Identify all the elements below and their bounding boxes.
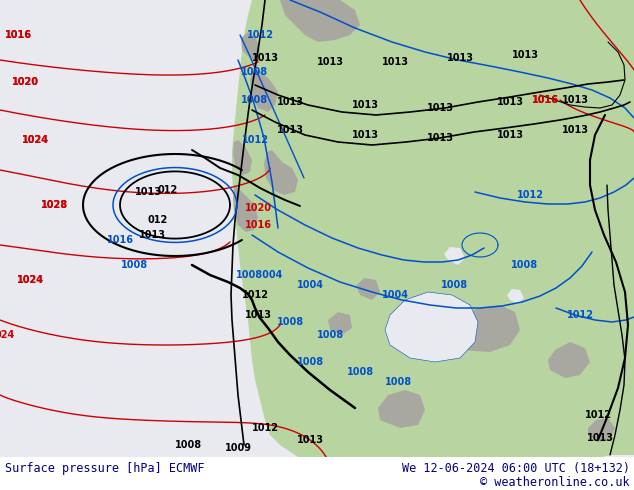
Text: 012: 012 (148, 215, 168, 225)
Polygon shape (385, 292, 478, 362)
Text: © weatheronline.co.uk: © weatheronline.co.uk (481, 475, 630, 489)
Text: 1008: 1008 (242, 95, 269, 105)
Text: 1016: 1016 (4, 30, 32, 40)
Polygon shape (233, 185, 258, 232)
Text: 1012: 1012 (517, 190, 543, 200)
Text: 1008: 1008 (384, 377, 411, 387)
Text: 1009: 1009 (224, 443, 252, 453)
Polygon shape (440, 305, 520, 352)
Text: 1013: 1013 (316, 57, 344, 67)
Text: 1013: 1013 (496, 97, 524, 107)
Text: 1013: 1013 (446, 53, 474, 63)
Text: 1013: 1013 (138, 230, 165, 240)
Text: 1008: 1008 (297, 357, 323, 367)
Text: 1020: 1020 (321, 467, 349, 477)
Text: 1012: 1012 (567, 310, 593, 320)
Text: 1024: 1024 (22, 135, 48, 145)
Text: 1020: 1020 (245, 203, 271, 213)
Polygon shape (406, 296, 430, 320)
Polygon shape (280, 0, 360, 42)
Text: 1013: 1013 (512, 50, 538, 60)
Text: 1008: 1008 (276, 317, 304, 327)
Polygon shape (444, 247, 465, 265)
Text: 1008: 1008 (346, 367, 373, 377)
Text: 1012: 1012 (585, 410, 612, 420)
Text: 1012: 1012 (252, 423, 278, 433)
Text: We 12-06-2024 06:00 UTC (18+132): We 12-06-2024 06:00 UTC (18+132) (402, 462, 630, 474)
Text: 1012: 1012 (242, 290, 269, 300)
Text: 1013: 1013 (562, 125, 588, 135)
Text: 1012: 1012 (242, 135, 269, 145)
Text: 1013: 1013 (276, 97, 304, 107)
Text: 1008: 1008 (512, 260, 538, 270)
Text: 1016: 1016 (531, 95, 559, 105)
Text: 1028: 1028 (41, 200, 68, 210)
Text: 1024: 1024 (16, 275, 44, 285)
Text: 1013: 1013 (276, 125, 304, 135)
Polygon shape (250, 68, 278, 112)
Polygon shape (507, 289, 524, 304)
Text: 1024: 1024 (16, 275, 44, 285)
Polygon shape (356, 278, 380, 300)
Text: 1016: 1016 (107, 235, 134, 245)
Polygon shape (548, 342, 590, 378)
Text: 1013: 1013 (252, 53, 278, 63)
Polygon shape (328, 312, 352, 335)
Text: 1016: 1016 (245, 220, 271, 230)
Text: 1016: 1016 (531, 95, 559, 105)
Text: 1004: 1004 (382, 290, 408, 300)
Text: 1013: 1013 (351, 100, 378, 110)
Text: 1012: 1012 (247, 30, 273, 40)
Text: 1013: 1013 (297, 435, 323, 445)
Polygon shape (378, 390, 425, 428)
Text: 1020: 1020 (11, 77, 39, 87)
Text: 1020: 1020 (11, 77, 39, 87)
Text: 1013: 1013 (427, 103, 453, 113)
Polygon shape (241, 32, 260, 62)
Text: 1028: 1028 (41, 200, 68, 210)
Text: 1008004: 1008004 (236, 270, 283, 280)
Text: 1013: 1013 (496, 130, 524, 140)
Text: 024: 024 (0, 330, 15, 340)
Text: Surface pressure [hPa] ECMWF: Surface pressure [hPa] ECMWF (5, 462, 205, 474)
Text: 1020: 1020 (321, 467, 349, 477)
Polygon shape (233, 140, 252, 175)
Polygon shape (264, 150, 298, 195)
Text: 1004: 1004 (297, 280, 323, 290)
Text: 1013: 1013 (382, 57, 408, 67)
Text: 1008: 1008 (174, 440, 202, 450)
Text: 1008: 1008 (316, 330, 344, 340)
Text: 1008: 1008 (242, 67, 269, 77)
Text: 1013: 1013 (134, 187, 162, 197)
Bar (0, 457, 634, 490)
Polygon shape (588, 418, 615, 442)
Text: 012: 012 (158, 185, 178, 195)
Text: 1008: 1008 (441, 280, 469, 290)
Polygon shape (232, 0, 634, 475)
Text: 1013: 1013 (562, 95, 588, 105)
Text: 1024: 1024 (22, 135, 48, 145)
Text: 1013: 1013 (245, 310, 271, 320)
Text: 1008: 1008 (122, 260, 148, 270)
Text: 1013: 1013 (427, 133, 453, 143)
Text: 1016: 1016 (4, 30, 32, 40)
Text: 1013: 1013 (351, 130, 378, 140)
Text: 1013: 1013 (586, 433, 614, 443)
